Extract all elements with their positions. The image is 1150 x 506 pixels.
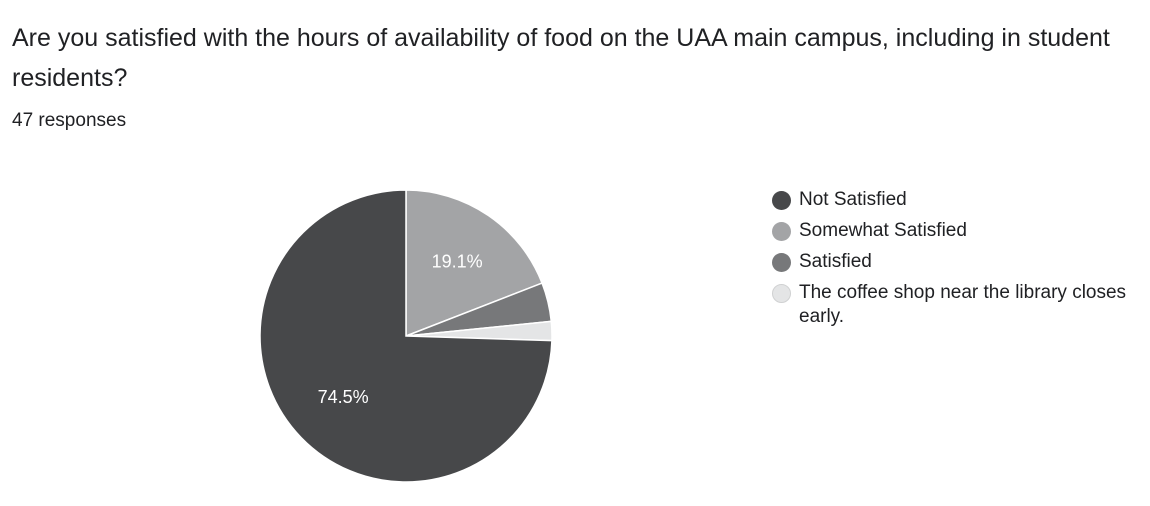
legend-swatch-icon [772, 253, 791, 272]
slice-not-satisfied[interactable] [259, 189, 553, 483]
legend-item-coffee-shop[interactable]: The coffee shop near the library closes … [772, 281, 1147, 329]
legend-swatch-icon [772, 222, 791, 241]
legend-label: Not Satisfied [799, 189, 907, 210]
response-count: 47 responses [12, 110, 127, 131]
legend-swatch-icon [772, 284, 791, 303]
legend: Not Satisfied Somewhat Satisfied Satisfi… [772, 188, 1147, 336]
legend-label: The coffee shop near the library closes … [799, 282, 1127, 327]
slice-data-label: 19.1% [432, 251, 483, 271]
legend-item-satisfied[interactable]: Satisfied [772, 250, 1147, 274]
slice-somewhat-satisfied[interactable] [405, 189, 544, 338]
legend-label: Somewhat Satisfied [799, 220, 967, 241]
legend-swatch-icon [772, 191, 791, 210]
legend-label: Satisfied [799, 251, 872, 272]
legend-item-not-satisfied[interactable]: Not Satisfied [772, 188, 1147, 212]
slice-data-label: 74.5% [318, 387, 369, 407]
pie-chart: 74.5% 19.1% [259, 189, 553, 483]
question-title: Are you satisfied with the hours of avai… [12, 24, 1110, 92]
legend-item-somewhat-satisfied[interactable]: Somewhat Satisfied [772, 219, 1147, 243]
